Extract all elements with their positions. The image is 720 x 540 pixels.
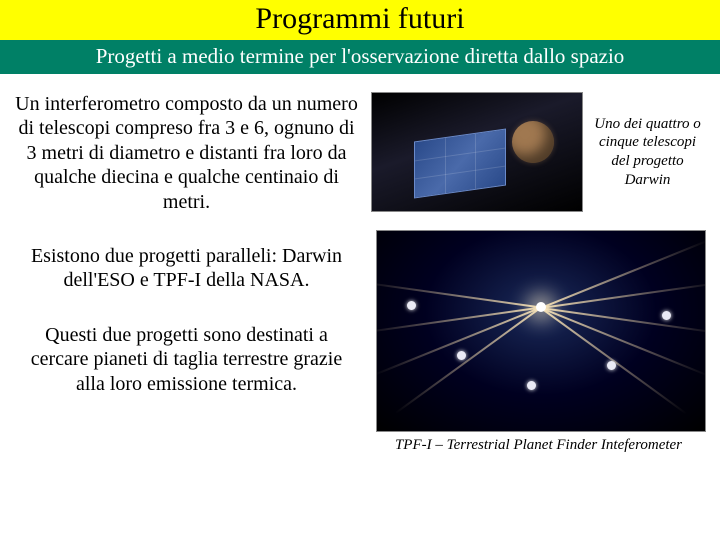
figure-1-row: Uno dei quattro o cinque telescopi del p… (371, 92, 706, 212)
figure-column: Uno dei quattro o cinque telescopi del p… (371, 92, 706, 454)
figure-1-caption: Uno dei quattro o cinque telescopi del p… (593, 115, 706, 190)
text-column: Un interferometro composto da un numero … (14, 92, 359, 454)
telescope-node-icon (607, 361, 616, 370)
telescope-node-icon (407, 301, 416, 310)
figure-darwin-telescope (371, 92, 583, 212)
telescope-node-icon (527, 381, 536, 390)
content-area: Un interferometro composto da un numero … (0, 74, 720, 454)
solar-panel-icon (414, 129, 506, 199)
page-subtitle: Progetti a medio termine per l'osservazi… (96, 44, 625, 68)
paragraph-3: Questi due progetti sono destinati a cer… (14, 323, 359, 396)
subtitle-bar: Progetti a medio termine per l'osservazi… (0, 40, 720, 74)
paragraph-2: Esistono due progetti paralleli: Darwin … (14, 244, 359, 293)
paragraph-1: Un interferometro composto da un numero … (14, 92, 359, 214)
telescope-node-icon (457, 351, 466, 360)
page-title: Programmi futuri (255, 2, 464, 35)
satellite-body-icon (512, 121, 554, 163)
figure-2-caption: TPF-I – Terrestrial Planet Finder Intefe… (371, 436, 706, 454)
star-core-icon (536, 302, 546, 312)
figure-tpf-interferometer (376, 230, 706, 432)
title-bar: Programmi futuri (0, 0, 720, 40)
telescope-node-icon (662, 311, 671, 320)
